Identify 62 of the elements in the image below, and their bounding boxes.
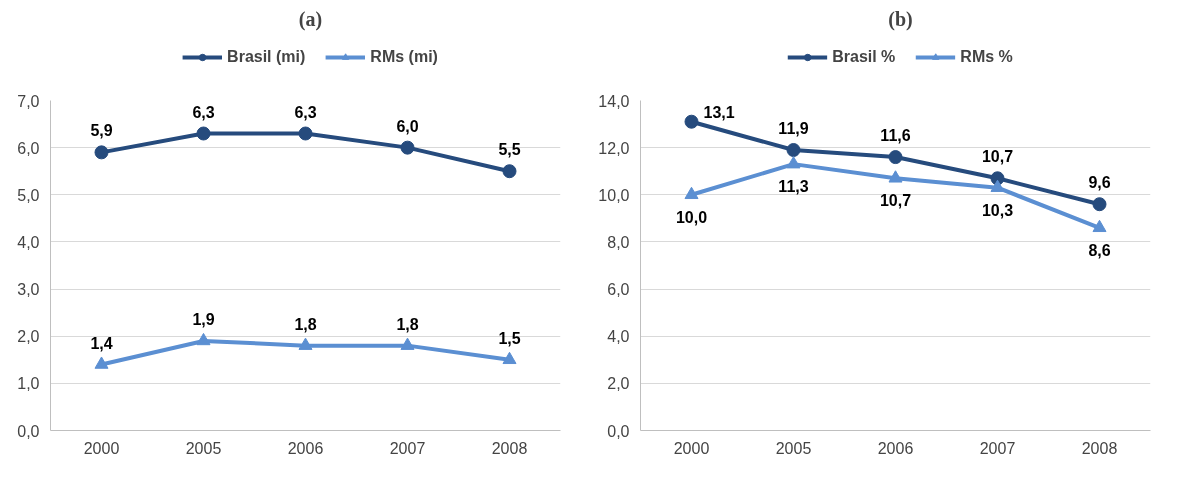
y-tick-label: 12,0: [598, 139, 630, 157]
x-tick-label: 2005: [775, 439, 812, 457]
point: [400, 140, 415, 155]
y-tick-label: 6,0: [607, 281, 630, 299]
y-tick-label: 2,0: [17, 328, 40, 346]
y-tick-label: 1,0: [17, 375, 40, 393]
data-label: 5,5: [498, 141, 521, 159]
chart-title: (b): [888, 7, 913, 31]
legend-label: Brasil (mi): [227, 48, 306, 66]
y-tick-label: 5,0: [17, 186, 40, 204]
x-tick-label: 2005: [185, 439, 222, 457]
data-label: 11,9: [778, 120, 809, 137]
data-label: 10,7: [981, 148, 1014, 166]
x-tick-label: 2008: [1081, 439, 1118, 457]
data-label: 11,3: [778, 178, 809, 196]
point: [94, 145, 109, 160]
point: [298, 126, 313, 141]
data-label: 10,0: [675, 208, 708, 226]
x-tick-label: 2000: [83, 439, 120, 457]
point: [400, 337, 415, 350]
x-tick-label: 2006: [877, 439, 914, 457]
y-tick-label: 10,0: [598, 186, 630, 204]
data-label: 1,8: [396, 315, 419, 333]
x-tick-label: 2007: [389, 439, 426, 457]
y-tick-label: 8,0: [607, 233, 630, 251]
point: [502, 164, 517, 179]
point: [196, 126, 211, 141]
data-label: 8,6: [1088, 241, 1111, 259]
data-label: 5,9: [90, 122, 113, 140]
data-label: 6,3: [192, 103, 215, 121]
y-tick-label: 0,0: [17, 422, 40, 440]
data-label: 13,1: [703, 103, 735, 121]
legend-label: Brasil %: [832, 48, 896, 66]
x-tick-label: 2000: [673, 439, 710, 457]
x-tick-label: 2008: [491, 439, 528, 457]
legend-label: RMs %: [960, 48, 1013, 66]
y-tick-label: 4,0: [607, 328, 630, 346]
y-tick-label: 0,0: [607, 422, 630, 440]
point: [298, 337, 313, 350]
x-tick-label: 2006: [287, 439, 324, 457]
data-label: 1,5: [498, 329, 521, 347]
y-tick-label: 3,0: [17, 281, 40, 299]
y-tick-label: 7,0: [17, 92, 40, 110]
data-label: 1,4: [90, 334, 113, 352]
y-tick-label: 2,0: [607, 375, 630, 393]
x-tick-label: 2007: [979, 439, 1016, 457]
data-label: 1,8: [294, 315, 317, 333]
data-label: 10,3: [981, 201, 1014, 219]
y-tick-label: 4,0: [17, 233, 40, 251]
data-label: 1,9: [192, 310, 215, 328]
data-label: 11,6: [880, 127, 911, 145]
data-label: 6,3: [294, 103, 317, 121]
chart-title: (a): [298, 7, 323, 31]
data-label: 6,0: [396, 117, 419, 135]
y-tick-label: 14,0: [598, 92, 630, 110]
legend-label: RMs (mi): [370, 48, 438, 66]
point: [94, 356, 109, 369]
point: [196, 332, 211, 346]
data-label: 9,6: [1088, 174, 1111, 192]
data-label: 10,7: [879, 192, 912, 210]
y-tick-label: 6,0: [17, 139, 40, 157]
point: [502, 351, 517, 365]
